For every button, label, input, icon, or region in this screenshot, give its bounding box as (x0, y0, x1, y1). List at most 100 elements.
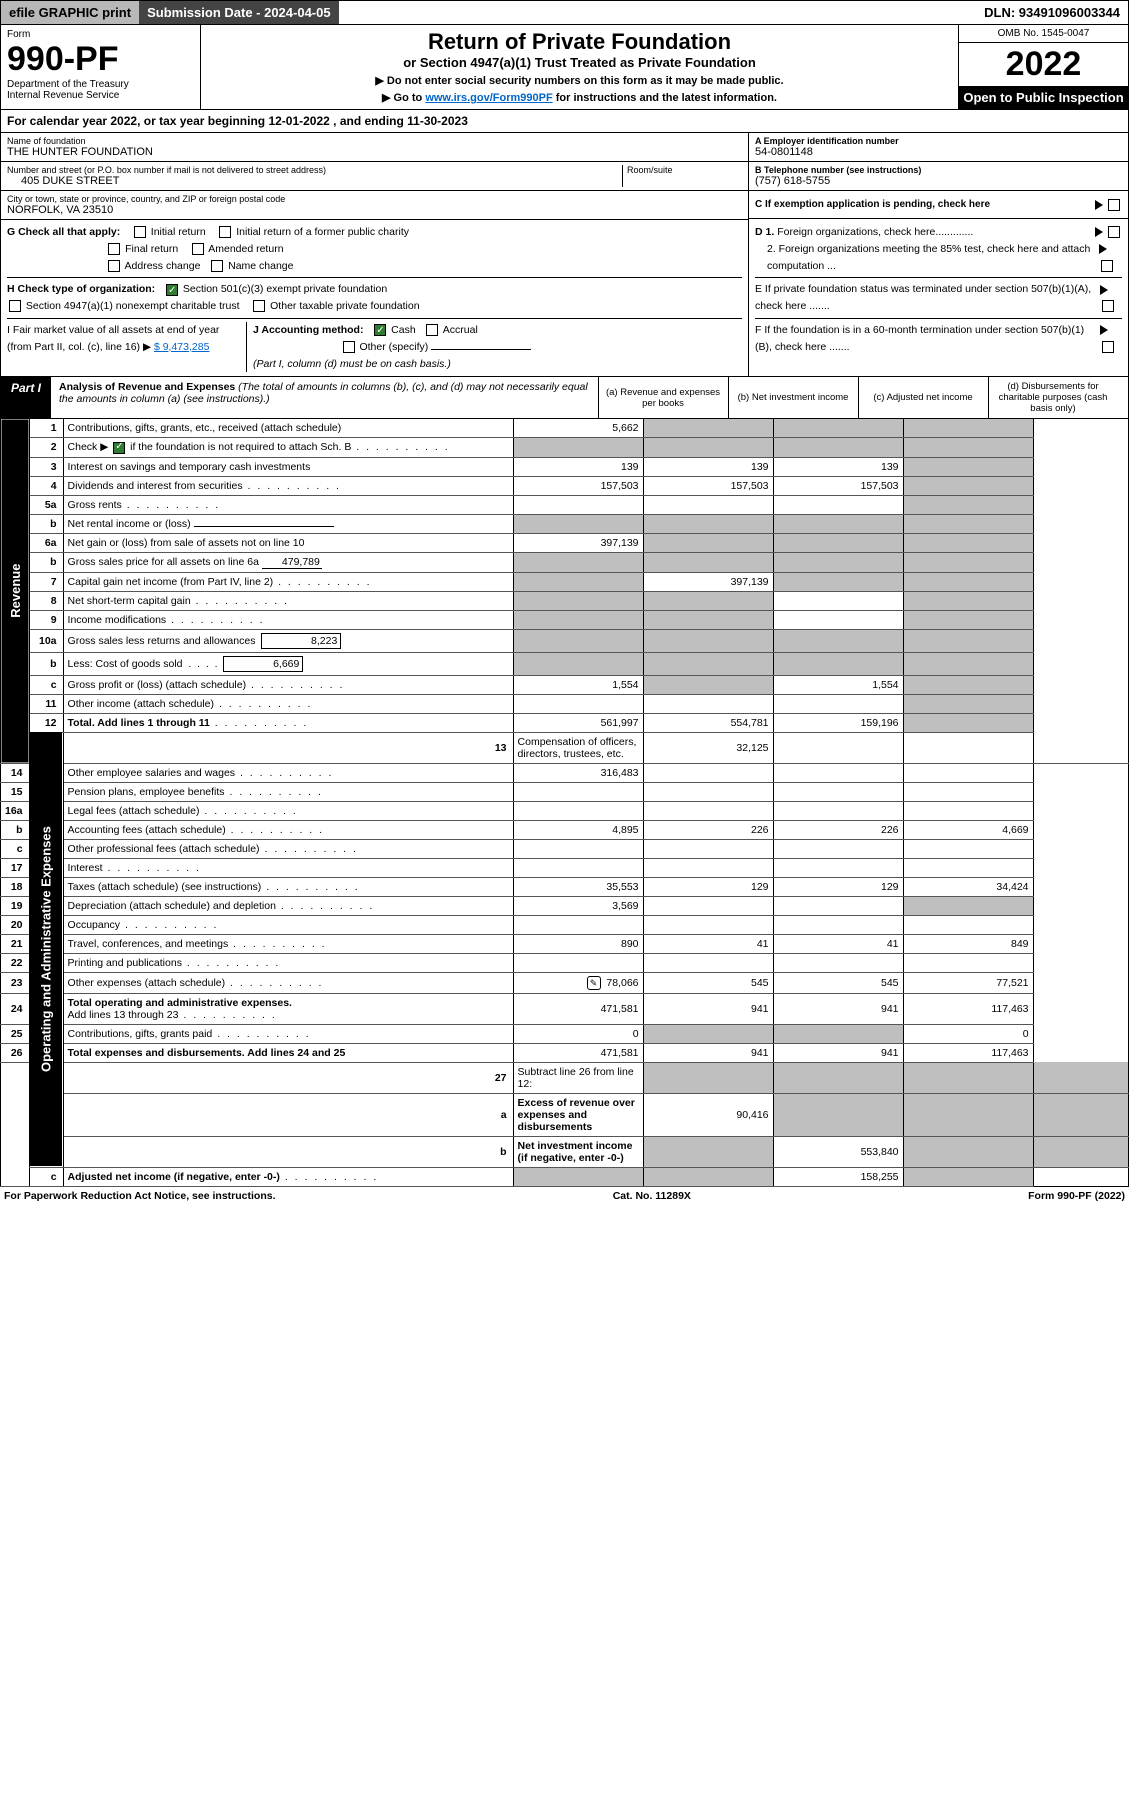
checkbox-d2[interactable] (1101, 260, 1113, 272)
table-row: 27Subtract line 26 from line 12: (1, 1062, 1129, 1093)
dln-label: DLN: 93491096003344 (976, 1, 1128, 24)
expenses-label: Operating and Administrative Expenses (29, 732, 63, 1167)
exemption-pending-row: C If exemption application is pending, c… (749, 191, 1128, 219)
cat-no: Cat. No. 11289X (613, 1190, 691, 1202)
checkbox-initial-former[interactable] (219, 226, 231, 238)
checkbox-schb[interactable] (113, 442, 125, 454)
form-ref: Form 990-PF (2022) (1028, 1190, 1125, 1202)
form-title: Return of Private Foundation (207, 29, 952, 55)
checkbox-501c3[interactable] (166, 284, 178, 296)
attachment-icon[interactable]: ✎ (587, 976, 601, 990)
checkbox-f[interactable] (1102, 341, 1114, 353)
form-number: 990-PF (7, 40, 194, 79)
checkbox-cash[interactable] (374, 324, 386, 336)
table-row: 16aLegal fees (attach schedule) (1, 801, 1129, 820)
fmv-value[interactable]: $ 9,473,285 (154, 341, 209, 353)
table-row: 9Income modifications (1, 610, 1129, 629)
address-row: Number and street (or P.O. box number if… (1, 162, 748, 191)
instr-1: ▶ Do not enter social security numbers o… (207, 74, 952, 87)
checkbox-c[interactable] (1108, 199, 1120, 211)
f-row: F If the foundation is in a 60-month ter… (755, 318, 1122, 356)
header-right: OMB No. 1545-0047 2022 Open to Public In… (958, 25, 1128, 109)
part1-table: Revenue 1 Contributions, gifts, grants, … (0, 419, 1129, 1186)
g-row: G Check all that apply: Initial return I… (7, 224, 742, 274)
foundation-name-row: Name of foundation THE HUNTER FOUNDATION (1, 133, 748, 162)
checkbox-4947a1[interactable] (9, 300, 21, 312)
efile-print-label[interactable]: efile GRAPHIC print (1, 1, 139, 24)
checkbox-initial-return[interactable] (134, 226, 146, 238)
table-row: 18Taxes (attach schedule) (see instructi… (1, 877, 1129, 896)
part1-header: Part I Analysis of Revenue and Expenses … (0, 377, 1129, 419)
table-row: bNet investment income (if negative, ent… (1, 1136, 1129, 1167)
table-row: 11Other income (attach schedule) (1, 694, 1129, 713)
ein-value: 54-0801148 (755, 146, 1122, 158)
checkbox-amended[interactable] (192, 243, 204, 255)
phone-value: (757) 618-5755 (755, 175, 1122, 187)
checkbox-e[interactable] (1102, 300, 1114, 312)
table-row: 24Total operating and administrative exp… (1, 993, 1129, 1024)
table-row: 8Net short-term capital gain (1, 591, 1129, 610)
table-row: 19Depreciation (attach schedule) and dep… (1, 896, 1129, 915)
form-subtitle: or Section 4947(a)(1) Trust Treated as P… (207, 55, 952, 70)
table-row: 4Dividends and interest from securities … (1, 476, 1129, 495)
form-word: Form (7, 29, 194, 40)
phone-row: B Telephone number (see instructions) (7… (749, 162, 1128, 191)
header-left: Form 990-PF Department of the Treasury I… (1, 25, 201, 109)
info-grid: Name of foundation THE HUNTER FOUNDATION… (0, 133, 1129, 220)
part-label: Part I (1, 377, 51, 418)
table-row: 2 Check ▶ if the foundation is not requi… (1, 438, 1129, 457)
table-row: 21Travel, conferences, and meetings 8904… (1, 934, 1129, 953)
foundation-name: THE HUNTER FOUNDATION (7, 146, 742, 158)
table-row: Operating and Administrative Expenses 13… (1, 732, 1129, 763)
table-row: 17Interest (1, 858, 1129, 877)
ein-row: A Employer identification number 54-0801… (749, 133, 1128, 162)
table-row: 7Capital gain net income (from Part IV, … (1, 572, 1129, 591)
paperwork-notice: For Paperwork Reduction Act Notice, see … (4, 1190, 276, 1202)
dept-label: Department of the Treasury (7, 79, 194, 90)
city-row: City or town, state or province, country… (1, 191, 748, 220)
submission-date: Submission Date - 2024-04-05 (139, 1, 339, 24)
checkbox-address-change[interactable] (108, 260, 120, 272)
arrow-icon (1095, 227, 1103, 237)
checkbox-final-return[interactable] (108, 243, 120, 255)
col-c-header: (c) Adjusted net income (858, 377, 988, 418)
table-row: 10aGross sales less returns and allowanc… (1, 629, 1129, 652)
col-b-header: (b) Net investment income (728, 377, 858, 418)
col-d-header: (d) Disbursements for charitable purpose… (988, 377, 1118, 418)
h-row: H Check type of organization: Section 50… (7, 277, 742, 315)
table-row: aExcess of revenue over expenses and dis… (1, 1093, 1129, 1136)
street-address: 405 DUKE STREET (7, 175, 622, 187)
checkbox-name-change[interactable] (211, 260, 223, 272)
table-row: cAdjusted net income (if negative, enter… (1, 1167, 1129, 1186)
table-row: cGross profit or (loss) (attach schedule… (1, 675, 1129, 694)
arrow-icon (1095, 200, 1103, 210)
table-row: 26Total expenses and disbursements. Add … (1, 1043, 1129, 1062)
d2-row: 2. Foreign organizations meeting the 85%… (755, 241, 1122, 275)
revenue-label: Revenue (1, 419, 30, 763)
arrow-icon (1100, 325, 1108, 335)
table-row: 14Other employee salaries and wages 316,… (1, 763, 1129, 782)
checkbox-d1[interactable] (1108, 226, 1120, 238)
checkbox-accrual[interactable] (426, 324, 438, 336)
table-row: 3Interest on savings and temporary cash … (1, 457, 1129, 476)
table-row: Revenue 1 Contributions, gifts, grants, … (1, 419, 1129, 438)
table-row: 5aGross rents (1, 495, 1129, 514)
calendar-year-line: For calendar year 2022, or tax year begi… (0, 110, 1129, 133)
header-mid: Return of Private Foundation or Section … (201, 25, 958, 109)
check-section: G Check all that apply: Initial return I… (0, 220, 1129, 377)
table-row: 23Other expenses (attach schedule) ✎ 78,… (1, 972, 1129, 993)
arrow-icon (1099, 244, 1107, 254)
room-suite-label: Room/suite (627, 165, 742, 175)
form-header: Form 990-PF Department of the Treasury I… (0, 25, 1129, 110)
checkbox-other-method[interactable] (343, 341, 355, 353)
table-row: 6aNet gain or (loss) from sale of assets… (1, 533, 1129, 552)
tax-year: 2022 (959, 43, 1128, 86)
instr-2: ▶ Go to www.irs.gov/Form990PF for instru… (207, 91, 952, 104)
col-a-header: (a) Revenue and expenses per books (598, 377, 728, 418)
arrow-icon (1100, 285, 1108, 295)
table-row: 12Total. Add lines 1 through 11 561,9975… (1, 713, 1129, 732)
table-row: 20Occupancy (1, 915, 1129, 934)
irs-link[interactable]: www.irs.gov/Form990PF (425, 92, 552, 104)
checkbox-other-taxable[interactable] (253, 300, 265, 312)
irs-label: Internal Revenue Service (7, 90, 194, 101)
